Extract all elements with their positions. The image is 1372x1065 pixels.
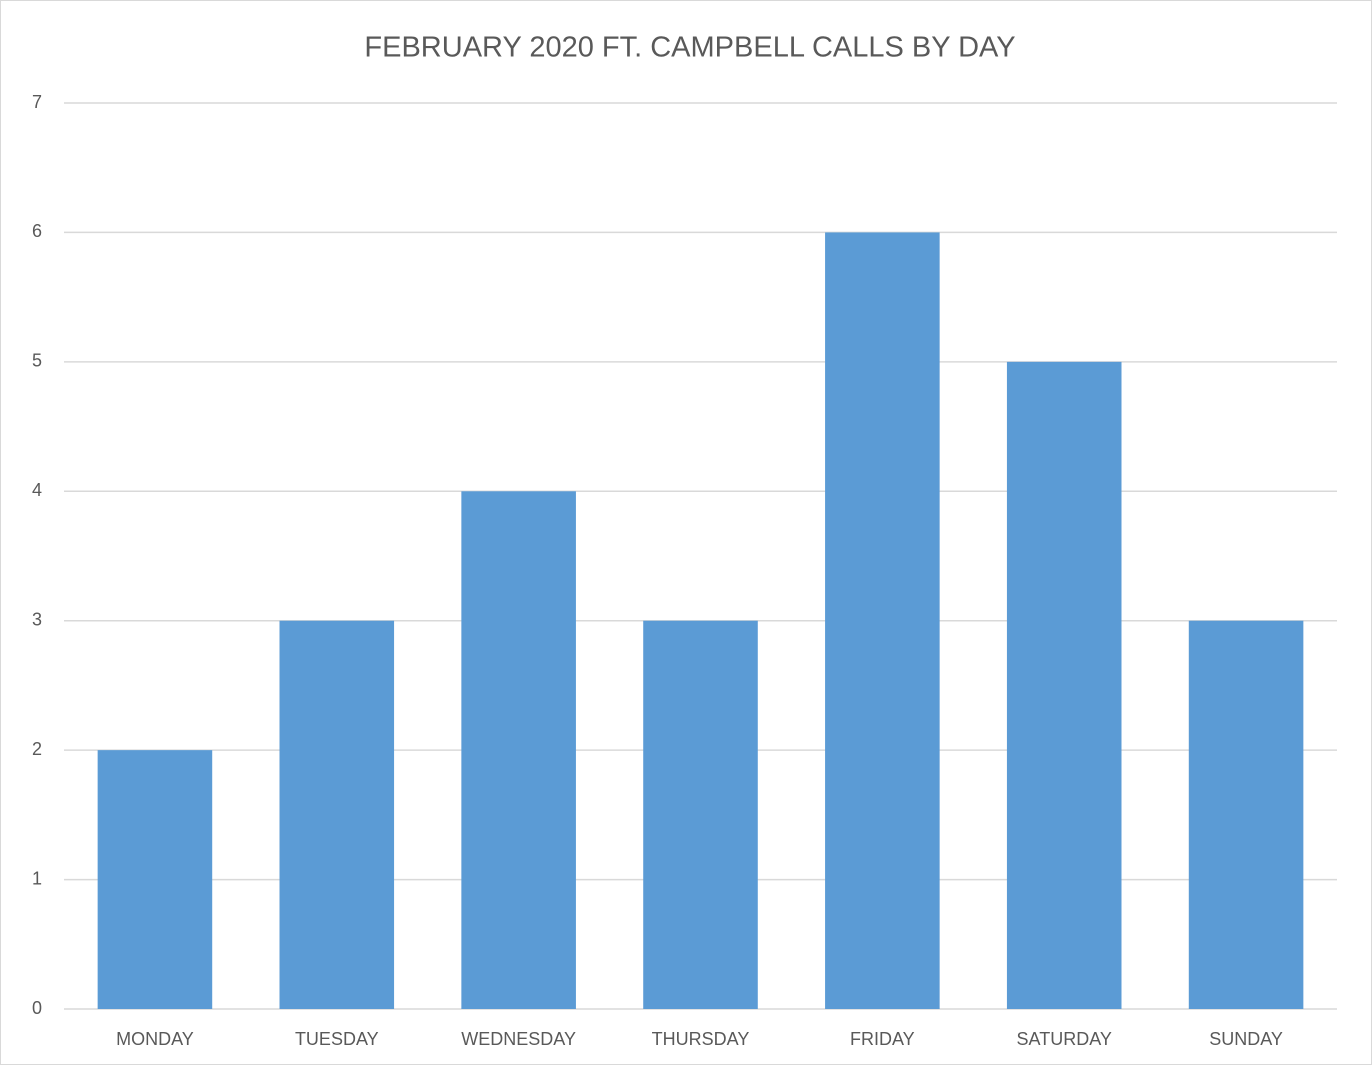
x-tick-label: TUESDAY [295,1029,379,1049]
bar [461,491,576,1009]
bar [1006,361,1122,1009]
bar [825,232,940,1009]
chart-title: FEBRUARY 2020 FT. CAMPBELL CALLS BY DAY [364,32,1015,64]
bar [1188,620,1304,1009]
x-tick-label: WEDNESDAY [461,1029,576,1049]
x-tick-label: THURSDAY [652,1029,750,1049]
x-tick-label: SATURDAY [1017,1029,1112,1049]
x-tick-label: SUNDAY [1209,1029,1283,1049]
bar [279,620,395,1009]
x-tick-label: FRIDAY [850,1029,915,1049]
y-tick-label: 0 [32,998,42,1018]
bar [97,750,213,1009]
bar [643,620,758,1009]
y-tick-label: 2 [32,739,42,759]
y-tick-label: 5 [32,351,42,371]
y-tick-label: 1 [32,868,42,888]
y-tick-label: 3 [32,609,42,629]
y-tick-label: 7 [32,92,42,112]
y-tick-label: 4 [32,480,42,500]
x-tick-label: MONDAY [116,1029,194,1049]
y-tick-label: 6 [32,221,42,241]
